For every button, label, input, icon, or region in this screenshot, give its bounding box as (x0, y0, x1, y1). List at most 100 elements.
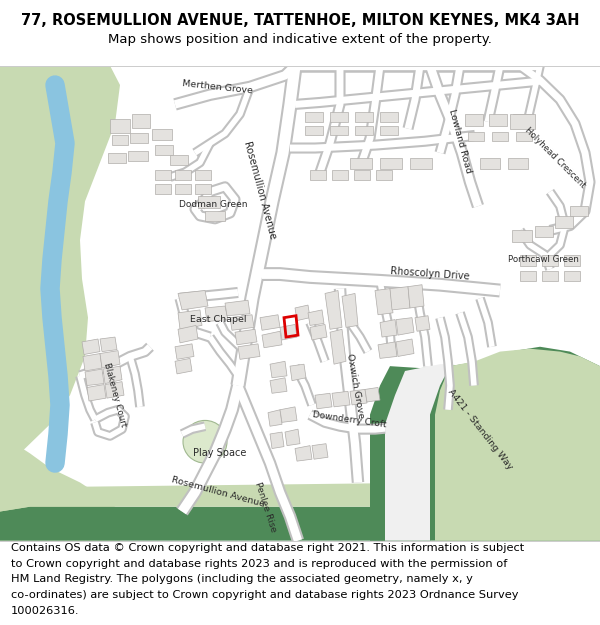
Polygon shape (105, 382, 124, 398)
Text: Oxwich Grove: Oxwich Grove (345, 352, 365, 419)
Polygon shape (355, 126, 373, 136)
Polygon shape (365, 388, 380, 402)
Polygon shape (396, 318, 414, 335)
Polygon shape (155, 145, 173, 155)
Polygon shape (332, 171, 348, 180)
Polygon shape (260, 315, 280, 330)
Polygon shape (330, 112, 348, 122)
Text: Merthen Grove: Merthen Grove (182, 79, 254, 95)
Polygon shape (492, 131, 508, 141)
Circle shape (47, 78, 63, 92)
Polygon shape (280, 407, 297, 422)
Polygon shape (262, 331, 282, 348)
Text: co-ordinates) are subject to Crown copyright and database rights 2023 Ordnance S: co-ordinates) are subject to Crown copyr… (11, 590, 518, 600)
Polygon shape (305, 112, 323, 122)
Polygon shape (285, 429, 300, 446)
Polygon shape (520, 254, 536, 266)
Circle shape (183, 421, 227, 463)
Polygon shape (468, 131, 484, 141)
Polygon shape (178, 291, 208, 310)
Polygon shape (555, 216, 573, 227)
Polygon shape (396, 339, 414, 356)
Polygon shape (175, 184, 191, 194)
Polygon shape (205, 306, 228, 321)
Polygon shape (542, 271, 558, 281)
Polygon shape (130, 134, 148, 143)
Polygon shape (198, 196, 220, 208)
Polygon shape (152, 129, 172, 140)
Polygon shape (325, 291, 342, 329)
Polygon shape (132, 114, 150, 128)
Polygon shape (415, 316, 430, 331)
Text: Lowland Road: Lowland Road (447, 108, 473, 174)
Polygon shape (570, 206, 588, 216)
Polygon shape (535, 226, 553, 238)
Polygon shape (238, 344, 260, 359)
Polygon shape (100, 337, 117, 352)
Polygon shape (390, 287, 410, 310)
Text: 77, ROSEMULLION AVENUE, TATTENHOE, MILTON KEYNES, MK4 3AH: 77, ROSEMULLION AVENUE, TATTENHOE, MILTO… (21, 13, 579, 28)
Polygon shape (175, 344, 194, 359)
Polygon shape (170, 155, 188, 164)
Polygon shape (435, 349, 600, 541)
Text: Rhoscolyn Drive: Rhoscolyn Drive (390, 266, 470, 282)
Polygon shape (175, 171, 191, 180)
Polygon shape (178, 326, 198, 343)
Polygon shape (235, 329, 257, 345)
Polygon shape (310, 171, 326, 180)
Polygon shape (385, 364, 455, 541)
Polygon shape (0, 434, 130, 541)
Polygon shape (128, 151, 148, 161)
Polygon shape (103, 366, 122, 384)
Polygon shape (378, 342, 397, 358)
Polygon shape (350, 158, 372, 169)
Polygon shape (155, 184, 171, 194)
Polygon shape (520, 271, 536, 281)
Circle shape (47, 339, 63, 354)
Polygon shape (330, 329, 346, 364)
Polygon shape (178, 310, 202, 329)
Circle shape (42, 281, 58, 296)
Polygon shape (332, 391, 350, 407)
Circle shape (52, 106, 68, 122)
Polygon shape (512, 231, 532, 242)
Polygon shape (375, 289, 393, 315)
Polygon shape (355, 112, 373, 122)
Polygon shape (85, 369, 104, 386)
Circle shape (47, 456, 63, 471)
Polygon shape (195, 184, 211, 194)
Polygon shape (83, 354, 102, 371)
Polygon shape (508, 158, 528, 169)
Circle shape (57, 136, 73, 151)
Polygon shape (108, 153, 126, 162)
Text: Downderry Croft: Downderry Croft (313, 410, 388, 429)
Polygon shape (510, 114, 535, 129)
Circle shape (50, 368, 66, 384)
Polygon shape (295, 446, 312, 461)
Polygon shape (268, 410, 282, 426)
Polygon shape (315, 393, 332, 409)
Polygon shape (465, 114, 483, 126)
Polygon shape (564, 254, 580, 266)
Polygon shape (342, 293, 358, 328)
Polygon shape (516, 131, 532, 141)
Text: Contains OS data © Crown copyright and database right 2021. This information is : Contains OS data © Crown copyright and d… (11, 543, 524, 553)
Polygon shape (175, 358, 192, 374)
Polygon shape (410, 158, 432, 169)
Text: Rosemullion Avenue: Rosemullion Avenue (242, 139, 278, 240)
Polygon shape (100, 351, 120, 368)
Text: Dodman Green: Dodman Green (179, 200, 247, 209)
Polygon shape (205, 211, 225, 221)
Polygon shape (310, 324, 327, 340)
Polygon shape (110, 119, 130, 132)
Circle shape (52, 397, 68, 412)
Polygon shape (513, 114, 531, 126)
Polygon shape (480, 158, 500, 169)
Polygon shape (82, 339, 100, 354)
Polygon shape (225, 300, 250, 316)
Polygon shape (312, 444, 328, 459)
Polygon shape (376, 171, 392, 180)
Polygon shape (370, 347, 600, 541)
Text: East Chapel: East Chapel (190, 315, 246, 324)
Polygon shape (295, 305, 310, 321)
